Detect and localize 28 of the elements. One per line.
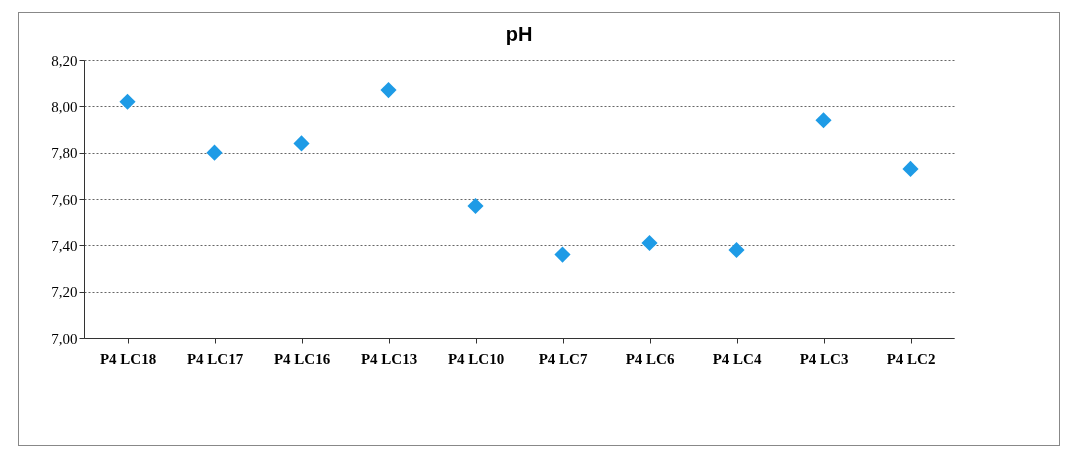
y-tick-label: 7,20 [51,284,78,301]
x-tick-label: P4 LC2 [886,350,936,367]
point [119,93,136,110]
y-tick-label: 7,40 [51,237,78,254]
point [728,241,745,259]
x-tick-label: P4 LC10 [447,350,505,367]
x-tick-label: P4 LC17 [186,350,244,367]
x-tick-label: P4 LC6 [625,350,675,367]
y-tick-label: 7,00 [51,330,78,347]
point [641,234,658,252]
x-tick-label: P4 LC4 [712,350,762,367]
point [293,135,310,152]
x-tick-label: P4 LC16 [273,350,331,367]
point [815,112,832,129]
y-tick-label: 7,80 [51,145,78,162]
x-tick-label: P4 LC7 [538,350,588,367]
x-tick-label: P4 LC18 [99,350,157,367]
point [902,160,919,177]
chart-title: pH [505,23,533,45]
point [380,82,397,99]
point [554,246,571,263]
x-tick-label: P4 LC13 [360,350,418,367]
y-tick-label: 7,60 [51,191,78,208]
y-tick-label: 8,00 [51,98,78,115]
point [206,144,223,161]
x-tick-label: P4 LC3 [799,350,849,367]
y-tick-label: 8,20 [51,52,78,69]
point [467,197,484,215]
